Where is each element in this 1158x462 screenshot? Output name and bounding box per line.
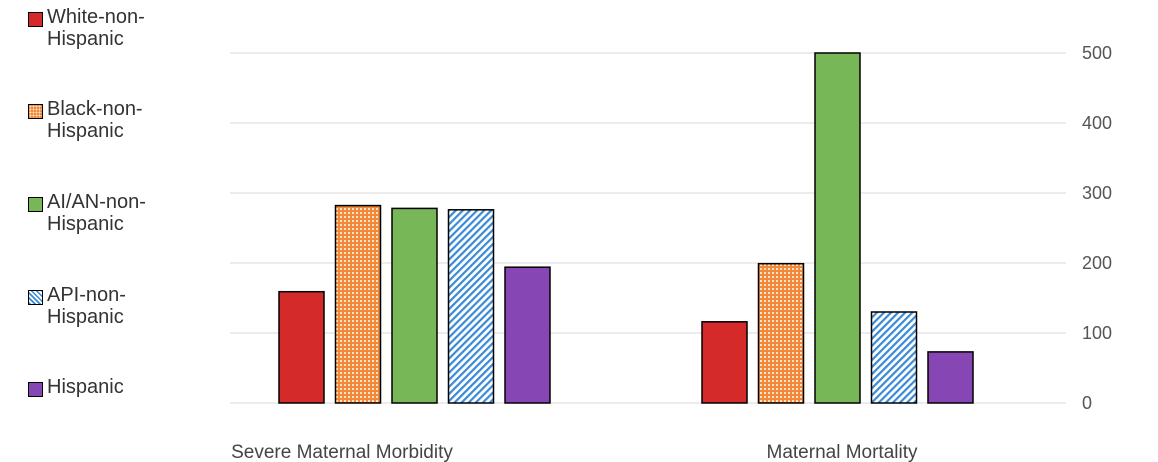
y-tick-label: 500 bbox=[1082, 43, 1112, 63]
legend-label: Black-non-Hispanic bbox=[47, 98, 143, 142]
y-axis-ticks: 0 100 200 300 400 500 bbox=[1082, 43, 1112, 413]
bar bbox=[447, 209, 495, 404]
x-axis-categories: Severe Maternal Morbidity Maternal Mortal… bbox=[231, 442, 918, 462]
y-tick-label: 300 bbox=[1082, 183, 1112, 203]
legend-item-hispanic: Hispanic bbox=[28, 376, 165, 398]
legend-label: White-non-Hispanic bbox=[47, 6, 145, 50]
bar bbox=[870, 311, 918, 404]
bar bbox=[927, 351, 974, 404]
y-tick-label: 200 bbox=[1082, 253, 1112, 273]
y-tick-label: 400 bbox=[1082, 113, 1112, 133]
legend-label: Hispanic bbox=[47, 376, 124, 398]
x-category-label: Severe Maternal Morbidity bbox=[231, 442, 453, 462]
bar bbox=[757, 262, 805, 404]
bar bbox=[391, 207, 438, 404]
legend-label: AI/AN-non-Hispanic bbox=[47, 191, 146, 235]
y-tick-label: 0 bbox=[1082, 393, 1092, 413]
legend-swatch bbox=[28, 197, 43, 212]
bar bbox=[504, 266, 551, 404]
legend-swatch bbox=[28, 12, 43, 27]
legend-label: API-non-Hispanic bbox=[47, 284, 126, 328]
legend-item-api-non-hispanic: API-non-Hispanic bbox=[28, 284, 165, 328]
legend-item-ai-an-non-hispanic: AI/AN-non-Hispanic bbox=[28, 191, 165, 235]
y-tick-label: 100 bbox=[1082, 323, 1112, 343]
bars bbox=[278, 52, 974, 404]
legend-swatch bbox=[28, 382, 43, 397]
bar bbox=[814, 52, 861, 404]
legend-swatch bbox=[28, 290, 43, 305]
bar bbox=[334, 204, 382, 404]
bar bbox=[701, 321, 748, 404]
legend-item-black-non-hispanic: Black-non-Hispanic bbox=[28, 98, 165, 142]
bar bbox=[278, 290, 325, 404]
legend-swatch bbox=[28, 104, 43, 119]
x-category-label: Maternal Mortality bbox=[767, 442, 918, 462]
legend-item-white-non-hispanic: White-non-Hispanic bbox=[28, 6, 165, 50]
